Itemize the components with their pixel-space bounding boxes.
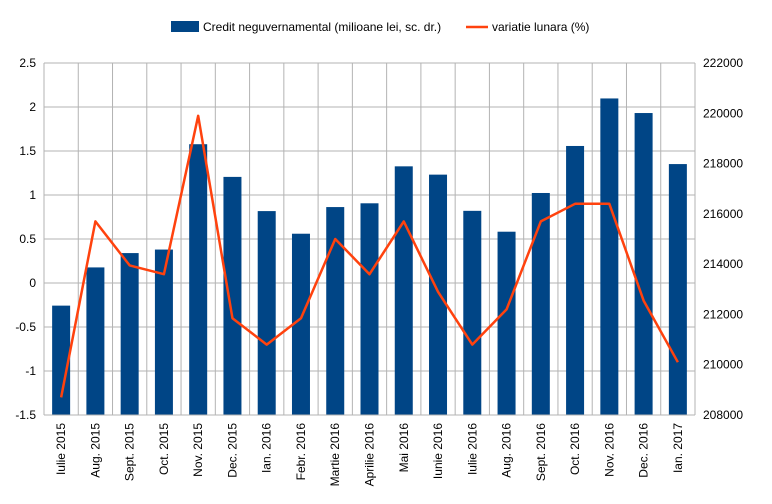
left-tick-label: 0.5 <box>19 232 36 246</box>
x-tick-label: Sept. 2015 <box>123 423 137 481</box>
bar <box>291 233 310 415</box>
bar <box>326 207 345 415</box>
bar <box>634 113 653 415</box>
bar <box>463 210 482 415</box>
left-tick-label: 0 <box>29 276 36 290</box>
x-tick-label: Aprilie 2016 <box>363 423 377 487</box>
line-layer <box>59 114 679 398</box>
x-tick-label: Ian. 2017 <box>671 423 685 473</box>
right-tick-label: 218000 <box>703 157 743 171</box>
x-tick-label: Dec. 2015 <box>225 423 239 478</box>
legend-label-line: variatie lunara (%) <box>492 20 589 34</box>
bar <box>52 305 71 415</box>
right-tick-label: 212000 <box>703 307 743 321</box>
line-series-variatie <box>59 114 679 398</box>
right-tick-label: 220000 <box>703 106 743 120</box>
bar <box>497 231 516 415</box>
gridlines <box>43 62 696 416</box>
x-tick-label: Iunie 2016 <box>431 423 445 479</box>
x-tick-label: Iulie 2015 <box>54 423 68 475</box>
legend-swatch-bar <box>171 21 199 32</box>
left-tick-label: 2 <box>29 100 36 114</box>
x-tick-label: Febr. 2016 <box>294 423 308 481</box>
bar <box>668 164 687 415</box>
bar <box>189 144 208 415</box>
left-tick-label: -1 <box>25 364 36 378</box>
x-tick-label: Oct. 2015 <box>157 423 171 475</box>
bar <box>360 203 379 415</box>
bar <box>531 192 550 415</box>
x-axis-ticks: Iulie 2015 Aug. 2015 Sept. 2015 Oct. 2015 No… <box>54 423 685 487</box>
x-tick-label: Nov. 2016 <box>602 423 616 477</box>
x-tick-label: Iulie 2016 <box>465 423 479 475</box>
bar <box>429 174 448 415</box>
x-tick-label: Dec. 2016 <box>637 423 651 478</box>
left-tick-label: 1 <box>29 188 36 202</box>
left-tick-label: -0.5 <box>15 320 36 334</box>
x-tick-label: Aug. 2016 <box>500 423 514 478</box>
x-tick-label: Oct. 2016 <box>568 423 582 475</box>
right-tick-label: 208000 <box>703 408 743 422</box>
bar <box>223 176 242 415</box>
left-tick-label: 1.5 <box>19 144 36 158</box>
x-tick-label: Mai 2016 <box>397 423 411 473</box>
right-axis-ticks: 208000 210000 212000 214000 216000 218000 2200… <box>703 56 743 422</box>
bar <box>86 267 105 415</box>
legend-label-bar: Credit neguvernamental (milioane lei, sc… <box>203 20 441 34</box>
bar <box>600 98 619 416</box>
x-tick-label: Martie 2016 <box>328 423 342 487</box>
x-tick-label: Aug. 2015 <box>88 423 102 478</box>
bar <box>120 253 139 415</box>
x-tick-label: Ian. 2016 <box>260 423 274 473</box>
right-tick-label: 214000 <box>703 257 743 271</box>
bar <box>566 145 585 415</box>
right-tick-label: 222000 <box>703 56 743 70</box>
x-tick-label: Nov. 2015 <box>191 423 205 477</box>
left-tick-label: 2.5 <box>19 56 36 70</box>
bar <box>394 166 413 415</box>
bar <box>154 249 173 415</box>
left-tick-label: -1.5 <box>15 408 36 422</box>
right-tick-label: 210000 <box>703 358 743 372</box>
left-axis-ticks: -1.5 -1 -0.5 0 0.5 1 1.5 2 2.5 <box>15 56 36 422</box>
axes <box>43 63 696 416</box>
bars <box>52 98 687 416</box>
bar <box>257 211 276 415</box>
right-tick-label: 216000 <box>703 207 743 221</box>
x-tick-label: Sept. 2016 <box>534 423 548 481</box>
legend: Credit neguvernamental (milioane lei, sc… <box>171 20 589 34</box>
